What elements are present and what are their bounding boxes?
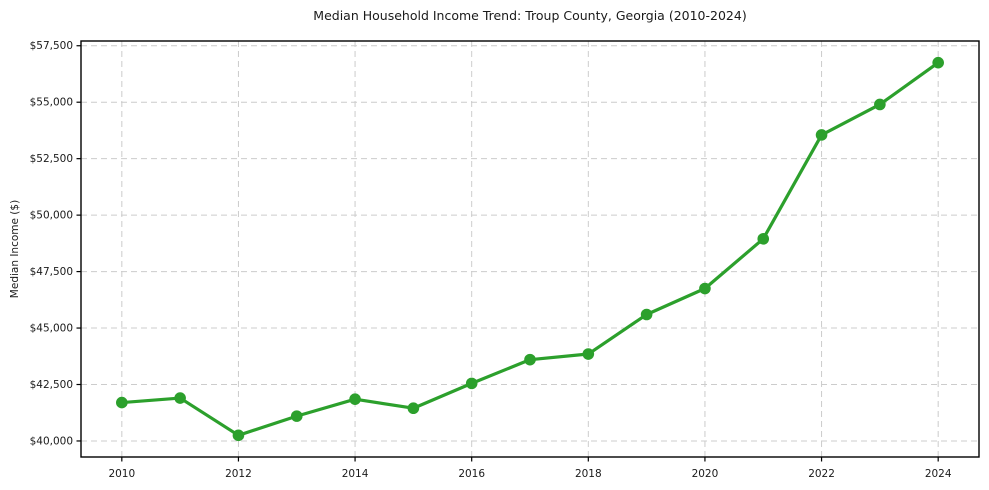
- x-tick-label: 2016: [458, 468, 485, 480]
- data-point: [874, 98, 886, 111]
- data-point: [640, 308, 653, 321]
- trend-line: [120, 61, 940, 437]
- data-point: [290, 410, 303, 422]
- y-tick-label: $52,500: [30, 153, 73, 165]
- data-point: [465, 377, 478, 390]
- data-point: [757, 233, 770, 245]
- x-tick-label: 2018: [575, 468, 602, 480]
- plot-border: [80, 40, 980, 458]
- y-tick-label: $42,500: [30, 379, 73, 391]
- y-tick-label: $50,000: [30, 210, 73, 222]
- x-tick-label: 2012: [225, 468, 252, 480]
- data-point: [232, 429, 245, 442]
- data-point: [116, 396, 128, 409]
- x-tick-label: 2024: [925, 468, 952, 480]
- data-point: [815, 129, 828, 141]
- data-point: [582, 348, 595, 360]
- data-point: [349, 393, 361, 405]
- x-tick-label: 2020: [692, 468, 719, 480]
- data-point: [932, 56, 944, 69]
- data-point: [524, 353, 536, 366]
- y-tick-label: $40,000: [30, 435, 73, 447]
- x-tick-label: 2022: [808, 468, 835, 480]
- data-point: [407, 402, 420, 415]
- x-tick-label: 2014: [342, 468, 369, 480]
- y-tick-label: $47,500: [30, 266, 73, 278]
- x-tick-label: 2010: [108, 468, 135, 480]
- y-tick-label: $45,000: [30, 323, 73, 335]
- y-tick-label: $55,000: [30, 97, 73, 109]
- data-point: [174, 392, 186, 404]
- y-tick-label: $57,500: [30, 40, 73, 52]
- chart-title: Median Household Income Trend: Troup Cou…: [313, 8, 747, 23]
- data-point: [699, 282, 711, 295]
